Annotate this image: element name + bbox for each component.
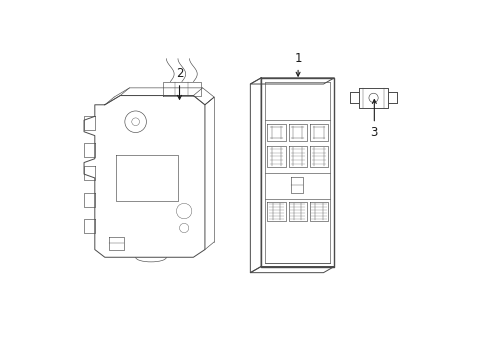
Text: 2: 2 bbox=[176, 67, 183, 99]
Text: 3: 3 bbox=[370, 100, 378, 139]
Text: 1: 1 bbox=[294, 52, 302, 76]
